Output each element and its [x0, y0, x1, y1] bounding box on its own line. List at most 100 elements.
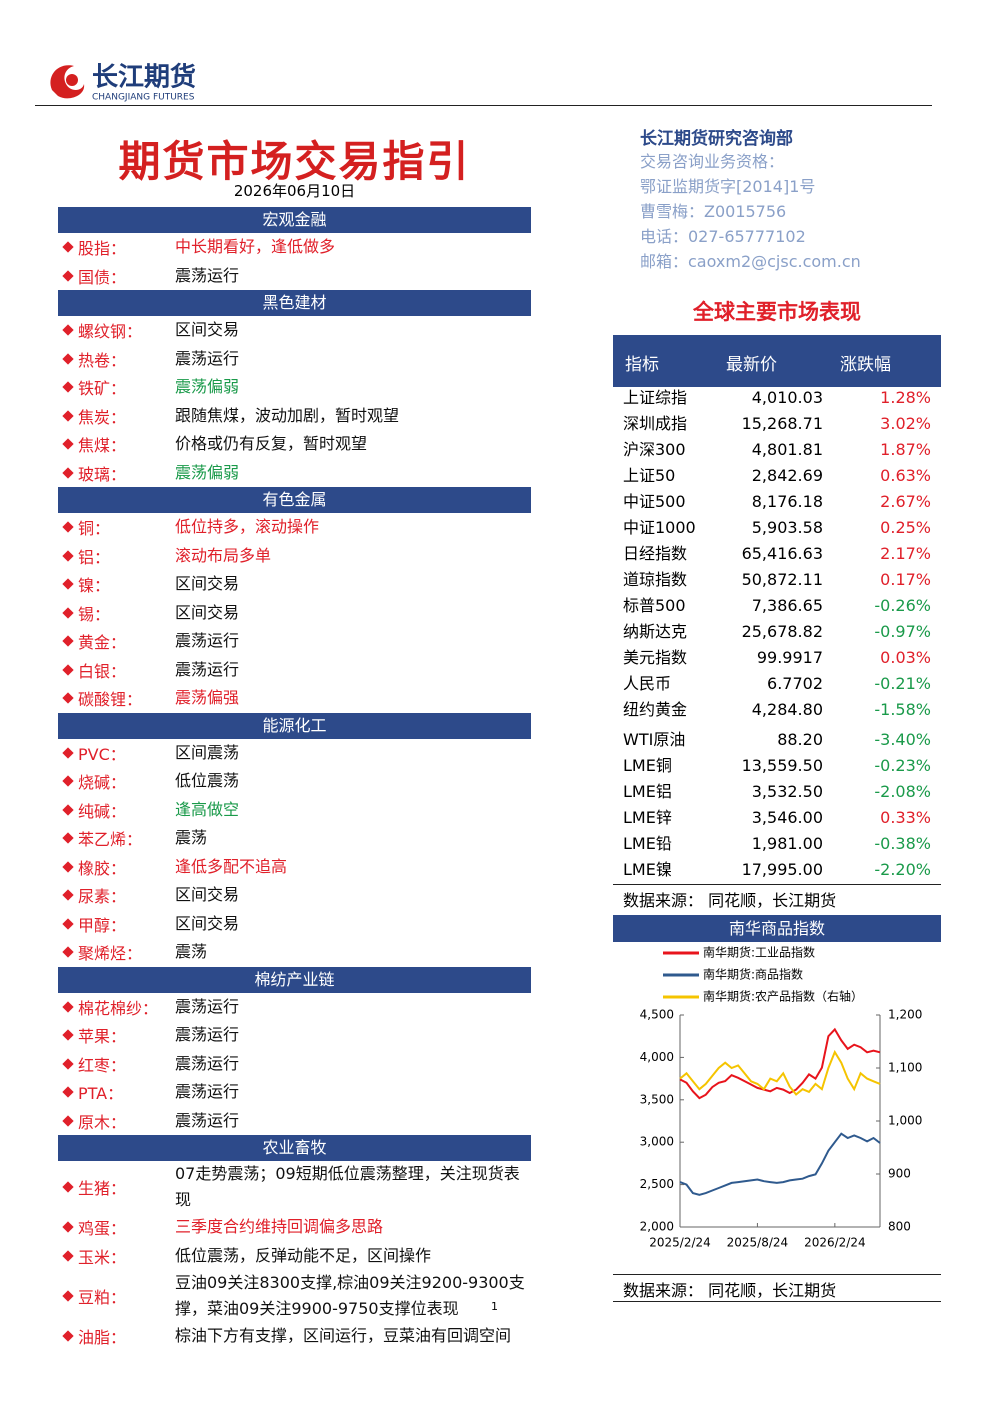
bullet	[62, 1115, 74, 1127]
guide-row: 红枣： 震荡运行	[58, 1050, 531, 1079]
market-name: LME镍	[623, 860, 672, 879]
guide-row: 焦炭： 跟随焦煤，波动加剧，暂时观望	[58, 402, 531, 431]
bullet	[62, 946, 74, 958]
bullet	[62, 1029, 74, 1041]
market-row: LME锌 3,546.00 0.33%	[613, 805, 941, 831]
row-text: 区间交易	[175, 602, 240, 622]
row-label: PVC：	[58, 741, 175, 765]
logo-mark	[50, 65, 85, 99]
market-row: 道琼指数 50,872.11 0.17%	[613, 567, 941, 593]
market-change: 2.67%	[880, 492, 931, 511]
row-label: 铜：	[58, 515, 175, 539]
bullet	[62, 1330, 74, 1342]
market-row: LME铝 3,532.50 -2.08%	[613, 779, 941, 805]
row-label: 白银：	[58, 658, 175, 682]
row-label: 玉米：	[58, 1244, 175, 1268]
market-source: 数据来源： 同花顺，长江期货	[623, 891, 837, 910]
row-text: 低位持多，滚动操作	[175, 517, 320, 537]
y-tick-label: 2,500	[640, 1177, 674, 1191]
legend-label: 南华期货:工业品指数	[703, 945, 815, 960]
x-tick-label: 2025/2/24	[649, 1236, 711, 1250]
market-name: LME铝	[623, 782, 672, 801]
bullet	[62, 1086, 74, 1098]
x-tick-label: 2026/2/24	[804, 1236, 866, 1250]
date: 2026年06月10日	[233, 182, 356, 200]
market-row: 纽约黄金 4,284.80 -1.58%	[613, 697, 941, 723]
row-text: 震荡	[175, 828, 208, 848]
market-price: 17,995.00	[741, 860, 823, 879]
row-text: 价格或仍有反复，暂时观望	[175, 434, 368, 454]
bullet	[62, 692, 74, 704]
bullet	[62, 635, 74, 647]
row-text: 跟随焦煤，波动加剧，暂时观望	[175, 405, 400, 425]
row-label: 橡胶：	[58, 855, 175, 879]
row-text: 区间震荡	[175, 742, 240, 762]
row-label: 棉花棉纱：	[58, 995, 175, 1019]
y-tick-label: 3,500	[640, 1092, 674, 1106]
bullet	[62, 1221, 74, 1233]
row-text: 震荡运行	[175, 348, 240, 368]
row-text: 震荡运行	[175, 1082, 240, 1102]
market-change: -0.23%	[874, 756, 931, 775]
row-label: 烧碱：	[58, 769, 175, 793]
brand: 长江期货	[92, 62, 196, 93]
market-name: 中证500	[623, 492, 686, 511]
market-change: 0.03%	[880, 648, 931, 667]
row-label: PTA：	[58, 1080, 175, 1104]
market-name: LME锌	[623, 808, 672, 827]
series-line	[679, 1132, 881, 1196]
row-text: 震荡运行	[175, 1053, 240, 1073]
row-label: 锡：	[58, 601, 175, 625]
y-tick-label: 3,000	[640, 1135, 674, 1149]
section-header: 有色金属	[58, 487, 531, 513]
market-name: 纽约黄金	[623, 700, 688, 719]
row-label: 原木：	[58, 1109, 175, 1133]
market-price: 6.7702	[767, 674, 823, 693]
guide-row: 生猪： 07走势震荡；09短期低位震荡整理，关注现货表现	[58, 1161, 531, 1213]
row-label: 红枣：	[58, 1052, 175, 1076]
market-name: 纳斯达克	[623, 622, 688, 641]
row-text: 震荡运行	[175, 1025, 240, 1045]
contact-line: 交易咨询业务资格：	[640, 152, 785, 171]
market-change: 0.33%	[880, 808, 931, 827]
guide-row: 尿素： 区间交易	[58, 881, 531, 910]
guide-row: 纯碱： 逢高做空	[58, 796, 531, 825]
row-label: 镍：	[58, 572, 175, 596]
guide-row: 烧碱： 低位震荡	[58, 767, 531, 796]
market-change: -0.38%	[874, 834, 931, 853]
guide-row: 橡胶： 逢低多配不追高	[58, 853, 531, 882]
guide-row: 螺纹钢： 区间交易	[58, 316, 531, 345]
y2-tick-label: 800	[888, 1220, 911, 1234]
chart-source: 数据来源： 同花顺，长江期货	[623, 1281, 837, 1300]
row-text: 中长期看好，逢低做多	[175, 237, 336, 257]
guide-row: PVC： 区间震荡	[58, 739, 531, 768]
market-price: 1,981.00	[751, 834, 823, 853]
row-text: 震荡偏弱	[175, 377, 240, 397]
guide-row: 锡： 区间交易	[58, 599, 531, 628]
market-row: 上证综指 4,010.03 1.28%	[613, 385, 941, 411]
guide-row: 原木： 震荡运行	[58, 1107, 531, 1136]
y-tick-label: 4,500	[640, 1008, 674, 1022]
rule	[613, 1301, 941, 1302]
row-label: 焦炭：	[58, 404, 175, 428]
title: 期货市场交易指引	[118, 137, 471, 186]
guide-row: 苯乙烯： 震荡	[58, 824, 531, 853]
bullet	[62, 324, 74, 336]
column-header: 涨跌幅	[840, 355, 891, 375]
row-label: 铁矿：	[58, 375, 175, 399]
rule	[613, 1274, 941, 1275]
market-price: 50,872.11	[741, 570, 823, 589]
market-row: LME铜 13,559.50 -0.23%	[613, 753, 941, 779]
market-price: 15,268.71	[741, 414, 823, 433]
market-name: 标普500	[623, 596, 686, 615]
market-change: 0.63%	[880, 466, 931, 485]
bullet	[62, 578, 74, 590]
guide-row: 玻璃： 震荡偏弱	[58, 459, 531, 488]
contact-line: 鄂证监期货字[2014]1号	[640, 177, 816, 196]
row-label: 国债：	[58, 264, 175, 288]
bullet	[62, 775, 74, 787]
row-text: 逢低多配不追高	[175, 856, 288, 876]
row-text: 07走势震荡；09短期低位震荡整理，关注现货表现	[175, 1164, 520, 1209]
row-label: 焦煤：	[58, 432, 175, 456]
